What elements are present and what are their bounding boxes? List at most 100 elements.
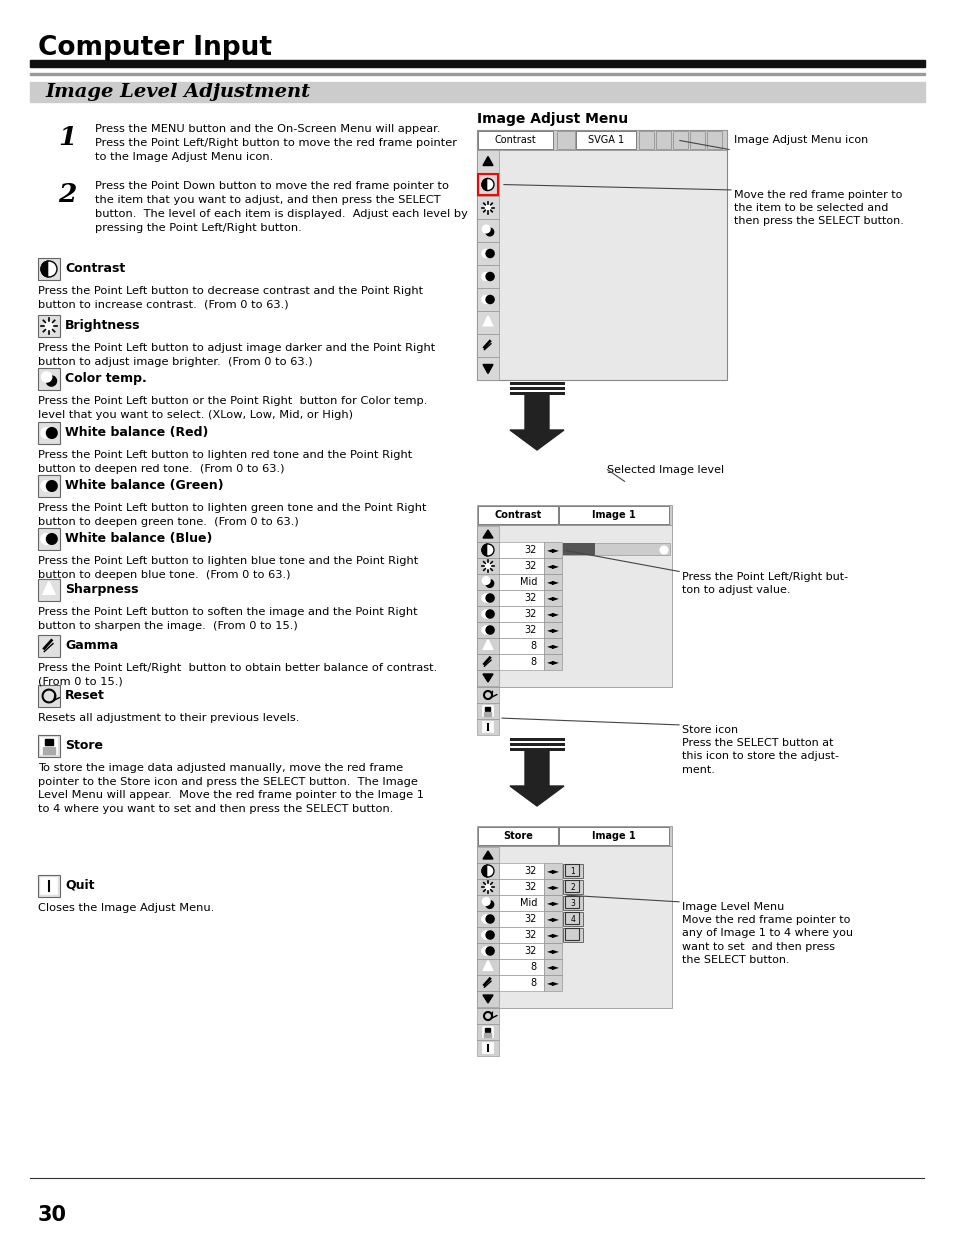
Bar: [543, 542, 561, 558]
Bar: [476, 574, 498, 590]
Bar: [476, 911, 498, 927]
Bar: [476, 196, 498, 219]
Bar: [510, 382, 564, 385]
Bar: [689, 131, 704, 149]
Bar: [476, 879, 498, 895]
Bar: [476, 333, 498, 357]
Bar: [38, 529, 60, 550]
Text: Press the Point Left button to adjust image darker and the Point Right
button to: Press the Point Left button to adjust im…: [38, 343, 435, 367]
Circle shape: [481, 931, 489, 939]
Bar: [498, 655, 543, 671]
Text: Closes the Image Adjust Menu.: Closes the Image Adjust Menu.: [38, 903, 214, 913]
Text: 32: 32: [524, 914, 537, 924]
Text: 1: 1: [570, 867, 575, 876]
Bar: [564, 897, 578, 908]
Wedge shape: [49, 261, 57, 277]
Circle shape: [481, 610, 489, 618]
Bar: [706, 131, 721, 149]
Polygon shape: [510, 751, 563, 806]
Text: Press the Point Left button to decrease contrast and the Point Right
button to i: Press the Point Left button to decrease …: [38, 287, 423, 310]
Bar: [482, 706, 493, 716]
Bar: [477, 506, 558, 524]
Text: Press the Point Left button or the Point Right  button for Color temp.
level tha: Press the Point Left button or the Point…: [38, 396, 427, 420]
Bar: [41, 878, 57, 894]
Bar: [576, 131, 636, 149]
Bar: [557, 131, 575, 149]
Text: ◄►: ◄►: [546, 562, 558, 571]
Bar: [510, 391, 564, 395]
Bar: [476, 542, 498, 558]
Bar: [38, 258, 60, 280]
Circle shape: [45, 321, 53, 331]
Text: 32: 32: [524, 545, 537, 555]
Text: Move the red frame pointer to
the item to be selected and
then press the SELECT : Move the red frame pointer to the item t…: [733, 190, 902, 226]
Text: Brightness: Brightness: [65, 319, 140, 332]
Circle shape: [486, 931, 494, 939]
Bar: [38, 579, 60, 601]
Circle shape: [47, 480, 57, 492]
Polygon shape: [482, 851, 493, 860]
Bar: [485, 1028, 490, 1031]
Circle shape: [484, 884, 491, 890]
Bar: [476, 606, 498, 622]
Text: ◄►: ◄►: [546, 657, 558, 667]
Bar: [476, 863, 498, 879]
Circle shape: [481, 626, 489, 634]
Text: ◄►: ◄►: [546, 867, 558, 876]
Polygon shape: [483, 961, 492, 969]
Wedge shape: [481, 864, 488, 877]
Text: 32: 32: [524, 609, 537, 619]
Bar: [43, 747, 54, 755]
Bar: [543, 895, 561, 911]
Bar: [45, 739, 53, 745]
Circle shape: [41, 427, 51, 438]
Text: ◄►: ◄►: [546, 946, 558, 956]
Text: 3: 3: [570, 899, 575, 908]
Wedge shape: [488, 179, 494, 190]
Bar: [543, 558, 561, 574]
Bar: [510, 739, 564, 741]
Circle shape: [486, 900, 493, 908]
Circle shape: [484, 204, 491, 211]
Text: 2: 2: [58, 182, 76, 207]
Text: 32: 32: [524, 882, 537, 892]
Circle shape: [481, 915, 489, 923]
Text: SVGA 1: SVGA 1: [587, 135, 623, 144]
Bar: [38, 685, 60, 706]
Bar: [476, 525, 671, 687]
Bar: [476, 266, 498, 288]
Bar: [543, 622, 561, 638]
Text: White balance (Red): White balance (Red): [65, 426, 208, 438]
Bar: [562, 543, 669, 555]
Bar: [510, 387, 564, 390]
Polygon shape: [482, 364, 493, 373]
Circle shape: [486, 626, 494, 634]
Bar: [476, 1024, 498, 1040]
Text: Image 1: Image 1: [592, 510, 636, 520]
Text: Press the Point Left button to lighten green tone and the Point Right
button to : Press the Point Left button to lighten g…: [38, 503, 426, 526]
Bar: [476, 703, 498, 719]
Polygon shape: [510, 395, 563, 450]
Text: ◄►: ◄►: [546, 914, 558, 924]
Text: ◄►: ◄►: [546, 883, 558, 892]
Circle shape: [486, 915, 494, 923]
Bar: [38, 368, 60, 390]
Bar: [498, 960, 543, 974]
Bar: [543, 863, 561, 879]
Text: Store: Store: [65, 739, 103, 752]
Circle shape: [47, 427, 57, 438]
Text: 32: 32: [524, 561, 537, 571]
Text: Gamma: Gamma: [65, 638, 118, 652]
Circle shape: [486, 228, 493, 236]
Text: 32: 32: [524, 946, 537, 956]
Polygon shape: [483, 316, 492, 326]
Text: 2: 2: [570, 883, 575, 892]
Bar: [498, 622, 543, 638]
Circle shape: [41, 480, 51, 492]
Bar: [564, 881, 578, 892]
Bar: [656, 131, 670, 149]
Bar: [562, 543, 595, 555]
Text: ◄►: ◄►: [546, 625, 558, 635]
Bar: [485, 706, 490, 710]
Bar: [476, 927, 498, 944]
